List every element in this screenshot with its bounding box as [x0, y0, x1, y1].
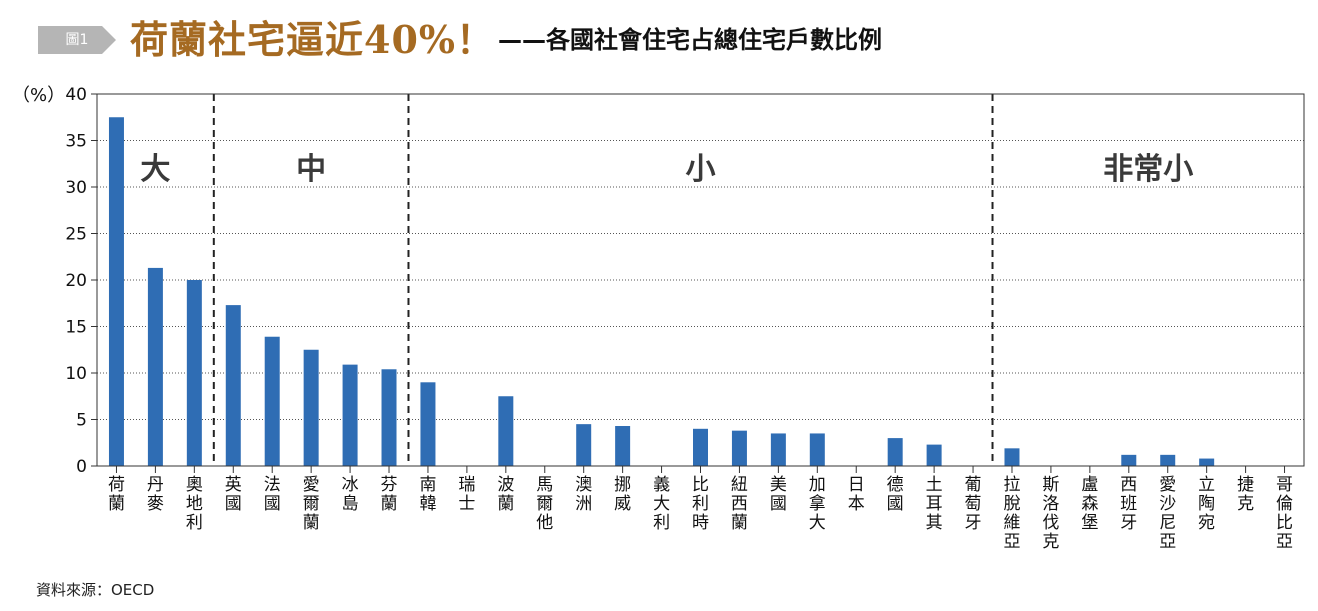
bar	[1004, 448, 1020, 466]
x-tick-label: 捷克	[1237, 475, 1254, 514]
bar	[303, 349, 319, 466]
figure-label: 圖1	[65, 32, 89, 48]
x-tick-label: 斯洛伐克	[1042, 475, 1059, 552]
y-tick-label: 0	[76, 457, 87, 477]
bar	[381, 369, 397, 466]
group-dividers	[212, 94, 994, 466]
y-tick-label: 15	[65, 318, 87, 338]
group-label: 小	[686, 152, 716, 187]
source-note: 資料來源：OECD	[36, 581, 155, 599]
x-tick-label: 挪威	[614, 475, 631, 514]
x-tick-label: 義大利	[653, 475, 670, 533]
bar	[1160, 454, 1176, 466]
chart-title: 荷蘭社宅逼近40%！	[130, 17, 495, 62]
x-tick-label: 紐西蘭	[731, 475, 748, 533]
x-tick-label: 南韓	[419, 475, 436, 514]
group-label: 非常小	[1103, 152, 1193, 187]
y-ticks: 0 5 10 15 20 25 30 35 40	[65, 85, 97, 477]
x-tick-label: 加拿大	[809, 475, 826, 533]
x-tick-label: 日本	[848, 475, 865, 514]
bars	[108, 117, 1215, 466]
x-tick-label: 拉脫維亞	[1003, 475, 1020, 552]
bar	[108, 117, 124, 466]
group-labels: 大 中 小 非常小	[140, 152, 1193, 187]
x-tick-label: 澳洲	[575, 475, 592, 514]
x-tick-label: 英國	[225, 475, 242, 514]
bar	[147, 267, 163, 466]
x-tick-label: 法國	[264, 475, 281, 514]
bar	[693, 428, 708, 466]
x-tick-label: 西班牙	[1120, 475, 1137, 533]
y-tick-label: 25	[65, 225, 87, 245]
bar	[264, 336, 280, 466]
bar	[225, 305, 241, 466]
x-tick-label: 土耳其	[926, 475, 943, 533]
bar	[731, 430, 747, 466]
group-label: 中	[296, 152, 326, 187]
gridlines	[97, 140, 1304, 420]
x-tick-label: 盧森堡	[1081, 475, 1098, 533]
x-tick-label: 哥倫比亞	[1276, 475, 1293, 552]
y-tick-label: 5	[76, 411, 87, 431]
bar	[887, 438, 903, 466]
plot-frame	[96, 93, 1305, 467]
y-tick-label: 35	[65, 132, 87, 152]
group-label: 大	[140, 152, 170, 187]
x-tick-label: 愛爾蘭	[303, 475, 320, 533]
x-tick-label: 冰島	[342, 475, 359, 514]
y-tick-label: 30	[65, 178, 87, 198]
x-tick-label: 葡萄牙	[965, 475, 982, 533]
bar	[420, 382, 436, 466]
bar	[342, 364, 358, 466]
bar	[1199, 458, 1215, 466]
x-tick-label: 芬蘭	[381, 475, 398, 514]
x-tick-label: 荷蘭	[108, 475, 125, 514]
y-tick-label: 10	[65, 364, 87, 384]
chart-subtitle: ——各國社會住宅占總住宅戶數比例	[498, 26, 882, 54]
bar	[186, 280, 202, 466]
y-axis-label: （%）	[12, 85, 65, 106]
y-tick-label: 20	[65, 271, 87, 291]
badge-shape	[38, 26, 116, 54]
x-tick-label: 比利時	[692, 475, 709, 533]
x-tick-label: 德國	[887, 475, 904, 514]
figure-badge: 圖1	[38, 26, 116, 54]
chart-header: 圖1 荷蘭社宅逼近40%！ ——各國社會住宅占總住宅戶數比例	[0, 0, 1318, 80]
x-tick-label: 瑞士	[458, 475, 475, 514]
bar	[926, 444, 942, 466]
y-tick-label: 40	[65, 85, 87, 105]
bar	[498, 396, 514, 466]
bar	[1121, 454, 1137, 466]
x-tick-label: 立陶宛	[1198, 475, 1215, 533]
x-tick-label: 波蘭	[497, 475, 514, 514]
bar	[576, 424, 592, 466]
x-tick-label: 愛沙尼亞	[1159, 475, 1176, 552]
x-tick-label: 美國	[770, 475, 787, 514]
x-tick-label: 馬爾他	[536, 475, 553, 533]
x-tick-label: 奧地利	[186, 475, 203, 533]
x-tick-label: 丹麥	[147, 475, 164, 514]
bar	[770, 433, 786, 466]
bar	[615, 426, 631, 466]
bar	[809, 433, 825, 466]
